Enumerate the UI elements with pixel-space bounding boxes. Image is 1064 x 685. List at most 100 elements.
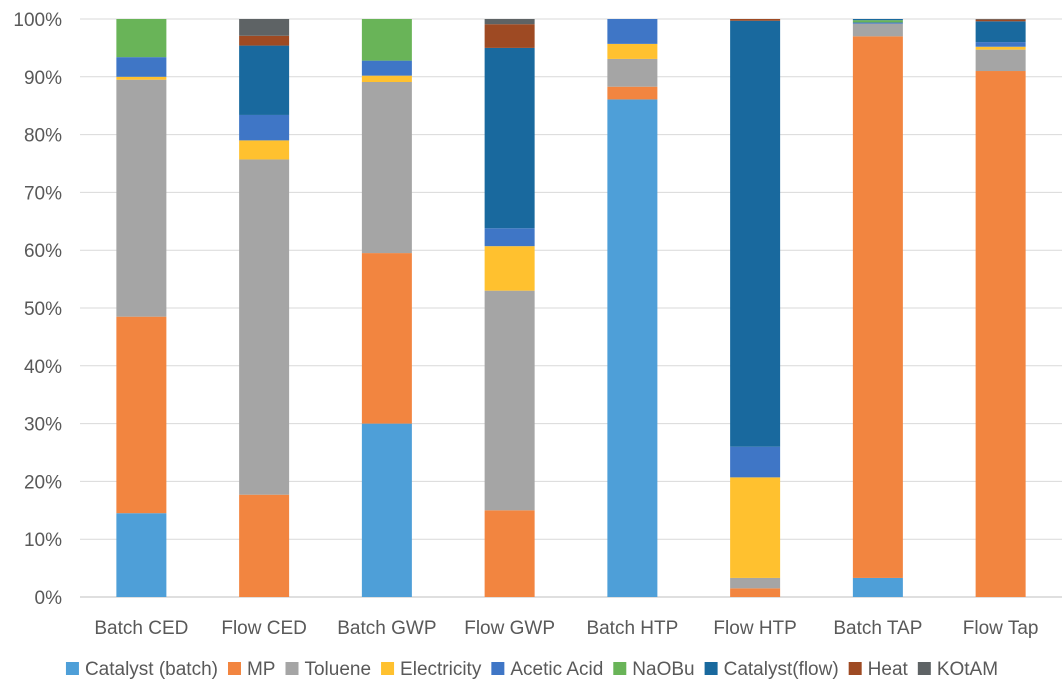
bar-segment (361, 82, 412, 254)
legend-swatch (848, 662, 862, 675)
y-tick-label: 20% (24, 472, 62, 493)
bar-segment (484, 19, 535, 25)
legend-label: KOtAM (937, 659, 998, 680)
bar-segment (730, 477, 781, 578)
legend-label: Toluene (304, 659, 371, 680)
bar-segment (975, 19, 1026, 20)
bar-segment (484, 290, 535, 511)
gridlines (80, 18, 1062, 598)
bar-segment (852, 20, 903, 23)
bar-segment (730, 588, 781, 597)
legend-item: Electricity (381, 659, 482, 680)
bar-segment (730, 446, 781, 478)
bar-segment (484, 47, 535, 229)
bar-segment (116, 79, 167, 317)
bar-segment (852, 36, 903, 578)
bar-segment (607, 86, 658, 100)
bar-segment (607, 99, 658, 597)
x-axis-labels: Batch CED Flow CED Batch GWP Flow GWP Batch … (94, 618, 1038, 639)
bar-stack (361, 19, 412, 597)
bar-segment (239, 140, 290, 160)
bar-segment (607, 19, 658, 44)
bar-segment (484, 24, 535, 48)
bar-segment (116, 76, 167, 80)
legend-swatch (227, 662, 241, 675)
legend-label: Catalyst(flow) (724, 659, 839, 680)
legend-item: Acetic Acid (491, 659, 603, 680)
legend-label: Catalyst (batch) (85, 659, 218, 680)
x-tick-label: Batch TAP (833, 618, 922, 639)
legend-label: Acetic Acid (510, 659, 603, 680)
legend-swatch (65, 662, 79, 675)
bar-segment (975, 71, 1026, 597)
x-tick-label: Flow GWP (464, 618, 555, 639)
bar-segment (361, 75, 412, 83)
legend-swatch (704, 662, 718, 675)
bar-segment (730, 19, 781, 21)
x-tick-label: Batch GWP (337, 618, 436, 639)
legend: Catalyst (batch) MP Toluene Electricity Acet… (65, 659, 998, 680)
bar-stack (607, 19, 658, 597)
bar-segment (730, 577, 781, 589)
bar-segment (484, 228, 535, 247)
y-tick-label: 100% (13, 10, 62, 31)
legend-item: Catalyst (batch) (65, 659, 218, 680)
bar-segment (116, 57, 167, 77)
x-tick-label: Flow CED (221, 618, 307, 639)
legend-item: NaOBu (613, 659, 695, 680)
bar-segment (484, 246, 535, 291)
bar-stack (730, 19, 781, 597)
legend-label: NaOBu (632, 659, 694, 680)
legend-item: Catalyst(flow) (704, 659, 839, 680)
y-tick-label: 0% (35, 588, 63, 609)
bar-segment (975, 42, 1026, 47)
x-tick-label: Batch CED (94, 618, 188, 639)
x-tick-label: Batch HTP (586, 618, 678, 639)
y-tick-label: 90% (24, 68, 62, 89)
y-tick-label: 70% (24, 183, 62, 204)
legend-swatch (381, 662, 395, 675)
y-tick-label: 60% (24, 241, 62, 262)
bar-segment (361, 19, 412, 61)
bar-stack (975, 19, 1026, 597)
bar-segment (607, 58, 658, 87)
bar-segment (239, 494, 290, 597)
legend-item: Toluene (285, 659, 371, 680)
legend-swatch (613, 662, 627, 675)
legend-label: MP (247, 659, 276, 680)
x-tick-label: Flow Tap (963, 618, 1039, 639)
bar-stack (852, 19, 903, 597)
bars (116, 19, 1026, 597)
y-tick-label: 30% (24, 415, 62, 436)
legend-item: Heat (848, 659, 909, 680)
bar-segment (484, 510, 535, 597)
bar-segment (361, 253, 412, 424)
y-tick-label: 50% (24, 299, 62, 320)
bar-segment (239, 45, 290, 115)
legend-item: KOtAM (917, 659, 998, 680)
bar-segment (607, 43, 658, 59)
y-axis-labels: 0% 10% 20% 30% 40% 50% 60% 70% 80% 90% 100% (13, 10, 62, 609)
bar-segment (239, 19, 290, 36)
bar-stack (239, 19, 290, 597)
legend-label: Heat (868, 659, 909, 680)
bar-segment (852, 22, 903, 24)
bar-segment (361, 60, 412, 76)
legend-item: MP (227, 659, 276, 680)
legend-swatch (491, 662, 505, 675)
y-tick-label: 10% (24, 530, 62, 551)
bar-segment (116, 316, 167, 514)
bar-segment (852, 19, 903, 21)
bar-segment (116, 513, 167, 597)
bar-segment (239, 114, 290, 141)
bar-segment (975, 21, 1026, 43)
bar-segment (975, 46, 1026, 50)
x-tick-label: Flow HTP (713, 618, 796, 639)
bar-segment (116, 19, 167, 58)
bar-segment (975, 19, 1026, 22)
y-tick-label: 80% (24, 126, 62, 147)
bar-segment (852, 577, 903, 597)
y-tick-label: 40% (24, 357, 62, 378)
bar-segment (361, 423, 412, 597)
